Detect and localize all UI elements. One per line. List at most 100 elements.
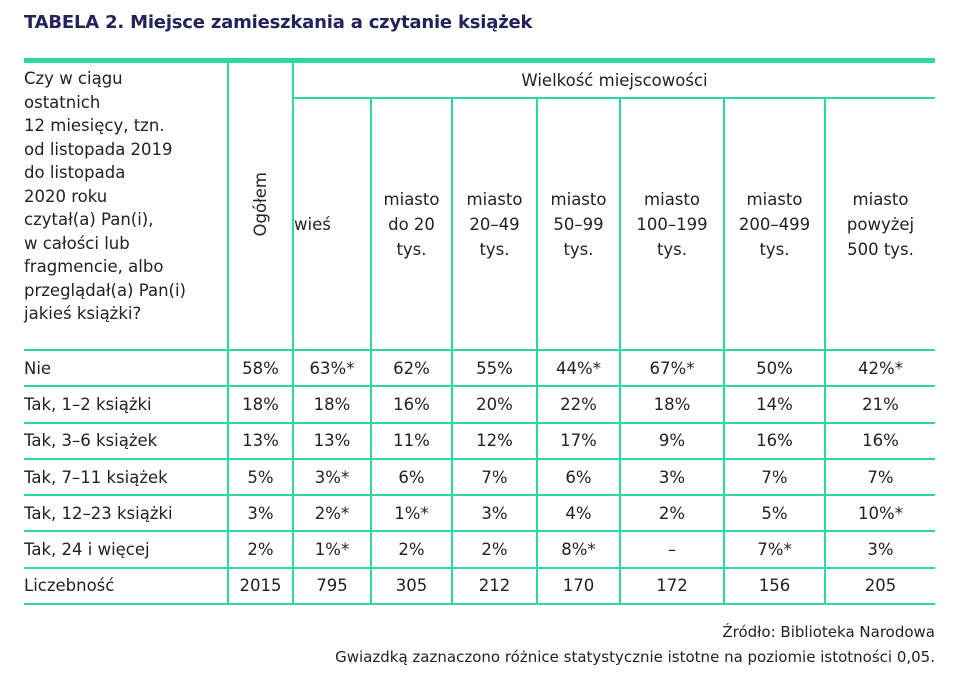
column-header-line: miasto <box>550 189 607 209</box>
table-cell: 212 <box>451 566 538 606</box>
table-cell: 3%* <box>292 457 372 497</box>
table-cell: 170 <box>536 566 621 606</box>
table-row: Tak, 7–11 książek 5% 3%* 6% 7% 6% 3% 7% 7% <box>24 457 935 497</box>
column-header: miasto 50–99 tys. <box>536 97 621 351</box>
column-header: miasto 20–49 tys. <box>451 97 538 351</box>
column-header: miasto 200–499 tys. <box>723 97 826 351</box>
table-cell: 156 <box>723 566 826 606</box>
row-label: Nie <box>24 348 229 388</box>
column-header-line: 50–99 <box>553 214 604 234</box>
table-cell: 67%* <box>619 348 725 388</box>
table-cell: 62% <box>370 348 453 388</box>
table-cell: 3% <box>824 530 935 569</box>
question-line: przeglądał(a) Pan(i) <box>24 280 186 300</box>
question-header: Czy w ciągu ostatnich 12 miesięcy, tzn. od … <box>24 58 229 351</box>
question-line: w całości lub <box>24 233 130 253</box>
table-cell: 6% <box>536 457 621 497</box>
table-cell: 7%* <box>723 530 826 569</box>
source-note: Źródło: Biblioteka Narodowa <box>722 623 935 641</box>
column-header-line: do 20 <box>388 214 435 234</box>
table-cell: 18% <box>227 385 294 424</box>
table-cell: 5% <box>723 494 826 533</box>
table-row: Tak, 1–2 książki 18% 18% 16% 20% 22% 18% 14% 21% <box>24 385 935 424</box>
table-cell: 12% <box>451 421 538 460</box>
column-header-line: tys. <box>656 239 688 259</box>
table-cell: 172 <box>619 566 725 606</box>
table-cell: 42%* <box>824 348 935 388</box>
row-label: Tak, 3–6 książek <box>24 421 229 460</box>
column-header-line: 100–199 <box>636 214 708 234</box>
column-header-line: miasto <box>383 189 440 209</box>
table-cell: 2% <box>370 530 453 569</box>
column-header-line: miasto <box>644 189 700 209</box>
column-header-line: 500 tys. <box>847 239 914 259</box>
table-cell: 58% <box>227 348 294 388</box>
row-label: Liczebność <box>24 566 229 606</box>
table-cell: 55% <box>451 348 538 388</box>
table-cell: 13% <box>227 421 294 460</box>
column-header: miasto 100–199 tys. <box>619 97 725 351</box>
table-row: Tak, 12–23 książki 3% 2%* 1%* 3% 4% 2% 5% 10%* <box>24 494 935 533</box>
column-header-line: tys. <box>396 239 427 259</box>
table-cell: 2% <box>451 530 538 569</box>
question-line: jakieś książki? <box>24 304 142 323</box>
table-title: TABELA 2. Miejsce zamieszkania a czytani… <box>24 12 533 33</box>
table-cell: 16% <box>723 421 826 460</box>
table-cell: 3% <box>451 494 538 533</box>
row-label: Tak, 12–23 książki <box>24 494 229 533</box>
question-line: od listopada 2019 <box>24 139 173 159</box>
table-cell: 20% <box>451 385 538 424</box>
group-header: Wielkość miejscowości <box>292 58 935 99</box>
table-cell: 305 <box>370 566 453 606</box>
table-cell: – <box>619 530 725 569</box>
column-header-line: miasto <box>852 189 909 209</box>
table-cell: 18% <box>619 385 725 424</box>
table-cell: 22% <box>536 385 621 424</box>
table-cell: 11% <box>370 421 453 460</box>
column-header: wieś <box>293 97 372 351</box>
column-header-line: tys. <box>563 239 594 259</box>
table-cell: 9% <box>619 421 725 460</box>
table-cell: 13% <box>292 421 372 460</box>
table-cell: 5% <box>227 457 294 497</box>
table-cell: 2015 <box>227 566 294 606</box>
table-cell: 4% <box>536 494 621 533</box>
row-label: Tak, 1–2 książki <box>24 385 229 424</box>
table-cell: 1%* <box>370 494 453 533</box>
question-line: fragmencie, albo <box>24 257 164 276</box>
table-cell: 2%* <box>292 494 372 533</box>
question-line: do listopada <box>24 163 126 182</box>
column-header: miasto powyżej 500 tys. <box>824 97 935 351</box>
table-cell: 7% <box>723 457 826 497</box>
total-header: Ogółem <box>227 58 294 351</box>
table-row: Tak, 24 i więcej 2% 1%* 2% 2% 8%* –7%* 3% <box>24 530 935 569</box>
table-cell: 2% <box>227 530 294 569</box>
table-cell: 1%* <box>292 530 372 569</box>
table-row: Nie 58% 63%* 62% 55% 44%* 67%* 50% 42%* <box>24 348 935 388</box>
question-line: ostatnich <box>24 92 101 112</box>
table-cell: 205 <box>824 566 935 606</box>
row-label: Tak, 24 i więcej <box>24 530 229 569</box>
table-cell: 63%* <box>292 348 372 388</box>
question-line: czytał(a) Pan(i), <box>24 210 154 229</box>
table-cell: 44%* <box>536 348 621 388</box>
column-header-line: miasto <box>466 189 523 209</box>
table-cell: 14% <box>723 385 826 424</box>
column-header-line: tys. <box>479 239 510 259</box>
total-header-label: Ogółem <box>251 171 270 237</box>
data-table: Czy w ciągu ostatnich 12 miesięcy, tzn. od … <box>24 58 935 606</box>
table-row: Liczebność 2015 795 305 212 170 172 156 205 <box>24 566 935 606</box>
table-cell: 2% <box>619 494 725 533</box>
question-line: 12 miesięcy, tzn. <box>24 116 165 135</box>
table-cell: 16% <box>370 385 453 424</box>
significance-note: Gwiazdką zaznaczono różnice statystyczni… <box>335 648 935 666</box>
table-cell: 6% <box>370 457 453 497</box>
column-header-line: wieś <box>294 214 331 234</box>
table-cell: 8%* <box>536 530 621 569</box>
table-cell: 17% <box>536 421 621 460</box>
table-cell: 16% <box>824 421 935 460</box>
table-cell: 7% <box>824 457 935 497</box>
column-header-line: 200–499 <box>738 214 811 234</box>
table-cell: 3% <box>619 457 725 497</box>
column-header: miasto do 20 tys. <box>370 97 453 351</box>
